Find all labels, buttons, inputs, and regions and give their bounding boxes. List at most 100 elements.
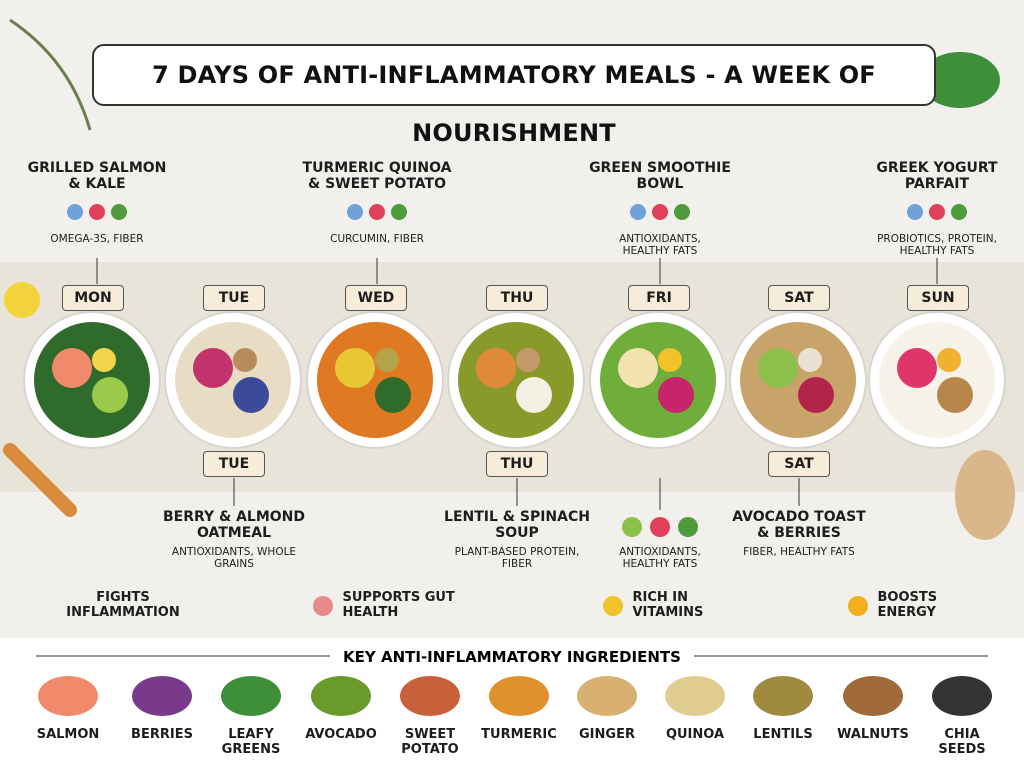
food — [658, 377, 694, 413]
food — [600, 322, 716, 438]
ingredient-name: LEAFY GREENS — [221, 727, 281, 757]
food — [937, 377, 973, 413]
ingredient-icon — [400, 676, 460, 716]
meal-name: AVOCADO TOAST & BERRIES — [732, 509, 866, 542]
meal-icon — [89, 204, 105, 220]
ingredient-icon — [221, 676, 281, 716]
day-label: FRI — [628, 285, 690, 311]
meal-icon — [369, 204, 385, 220]
basil-leaf — [920, 52, 1000, 108]
meal-benefits: ANTIOXIDANTS, WHOLE GRAINS — [171, 546, 297, 571]
food — [175, 322, 291, 438]
benefit-icon — [313, 596, 333, 616]
ingredient-icon — [132, 676, 192, 716]
ingredient-icon — [577, 676, 637, 716]
ingredient-name: CHIA SEEDS — [938, 727, 986, 757]
ingredient-icon — [843, 676, 903, 716]
food — [375, 377, 411, 413]
benefit: FIGHTS INFLAMMATION — [66, 590, 180, 620]
meal-icon — [67, 204, 83, 220]
meal-name: TURMERIC QUINOA & SWEET POTATO — [302, 160, 452, 193]
ginger-root — [955, 450, 1015, 540]
ingredient-name: QUINOA — [665, 727, 725, 742]
day-label: THU — [486, 285, 548, 311]
meal-icon — [929, 204, 945, 220]
meal-icon — [678, 517, 698, 537]
ingredient-name: TURMERIC — [481, 727, 557, 742]
thyme — [9, 18, 92, 131]
ingredient-icon — [753, 676, 813, 716]
food — [798, 348, 822, 372]
food — [758, 348, 798, 388]
ingredient-icon — [932, 676, 992, 716]
food — [34, 322, 150, 438]
meal-name: LENTIL & SPINACH SOUP — [444, 509, 590, 542]
ingredient-name: WALNUTS — [837, 727, 909, 742]
meal-benefits: PROBIOTICS, PROTEIN, HEALTHY FATS — [877, 233, 997, 258]
meal-benefits: PLANT-BASED PROTEIN, FIBER — [454, 546, 580, 571]
food — [193, 348, 233, 388]
meal-icon — [650, 517, 670, 537]
meal-icon — [652, 204, 668, 220]
food — [92, 377, 128, 413]
food — [476, 348, 516, 388]
day-label: WED — [345, 285, 407, 311]
ingredient-name: GINGER — [579, 727, 635, 742]
day-label: SAT — [768, 285, 830, 311]
food — [937, 348, 961, 372]
food — [375, 348, 399, 372]
benefit-icon — [603, 596, 623, 616]
food — [516, 348, 540, 372]
food — [317, 322, 433, 438]
day-label: TUE — [203, 285, 265, 311]
food — [233, 348, 257, 372]
food — [879, 322, 995, 438]
day-label: THU — [486, 451, 548, 477]
meal-name: GRILLED SALMON & KALE — [27, 160, 167, 193]
title: 7 DAYS OF ANTI-INFLAMMATORY MEALS - A WE… — [92, 44, 936, 147]
meal-name: BERRY & ALMOND OATMEAL — [162, 509, 306, 542]
meal-benefits: OMEGA-3S, FIBER — [50, 233, 144, 245]
meal-icon — [347, 204, 363, 220]
ingredient-icon — [38, 676, 98, 716]
food — [92, 348, 116, 372]
ingredient-name: SALMON — [36, 727, 100, 742]
food — [798, 377, 834, 413]
ingredient-name: AVOCADO — [305, 727, 377, 742]
meal-icon — [391, 204, 407, 220]
food — [335, 348, 375, 388]
benefit-icon — [848, 596, 868, 616]
day-label: SAT — [768, 451, 830, 477]
meal-name: GREEK YOGURT PARFAIT — [876, 160, 998, 193]
food — [458, 322, 574, 438]
meal-benefits: ANTIOXIDANTS, HEALTHY FATS — [619, 546, 701, 571]
lemon — [4, 282, 40, 318]
food — [658, 348, 682, 372]
meal-icon — [622, 517, 642, 537]
food — [897, 348, 937, 388]
meal-benefits: CURCUMIN, FIBER — [330, 233, 424, 245]
benefit: RICH IN VITAMINS — [632, 590, 704, 620]
ingredient-name: BERRIES — [131, 727, 193, 742]
food — [233, 377, 269, 413]
meal-icon — [630, 204, 646, 220]
meal-icon — [111, 204, 127, 220]
meal-name: GREEN SMOOTHIE BOWL — [589, 160, 731, 193]
food — [618, 348, 658, 388]
benefit: BOOSTS ENERGY — [877, 590, 938, 620]
food — [740, 322, 856, 438]
ingredient-name: LENTILS — [753, 727, 813, 742]
food — [516, 377, 552, 413]
turmeric-root — [3, 443, 77, 517]
food — [52, 348, 92, 388]
ingredient-icon — [311, 676, 371, 716]
benefit: SUPPORTS GUT HEALTH — [342, 590, 455, 620]
ingredient-name: SWEET POTATO — [401, 727, 459, 757]
meal-icon — [674, 204, 690, 220]
meal-icon — [951, 204, 967, 220]
day-label: MON — [62, 285, 124, 311]
ingredient-icon — [665, 676, 725, 716]
day-label: SUN — [907, 285, 969, 311]
